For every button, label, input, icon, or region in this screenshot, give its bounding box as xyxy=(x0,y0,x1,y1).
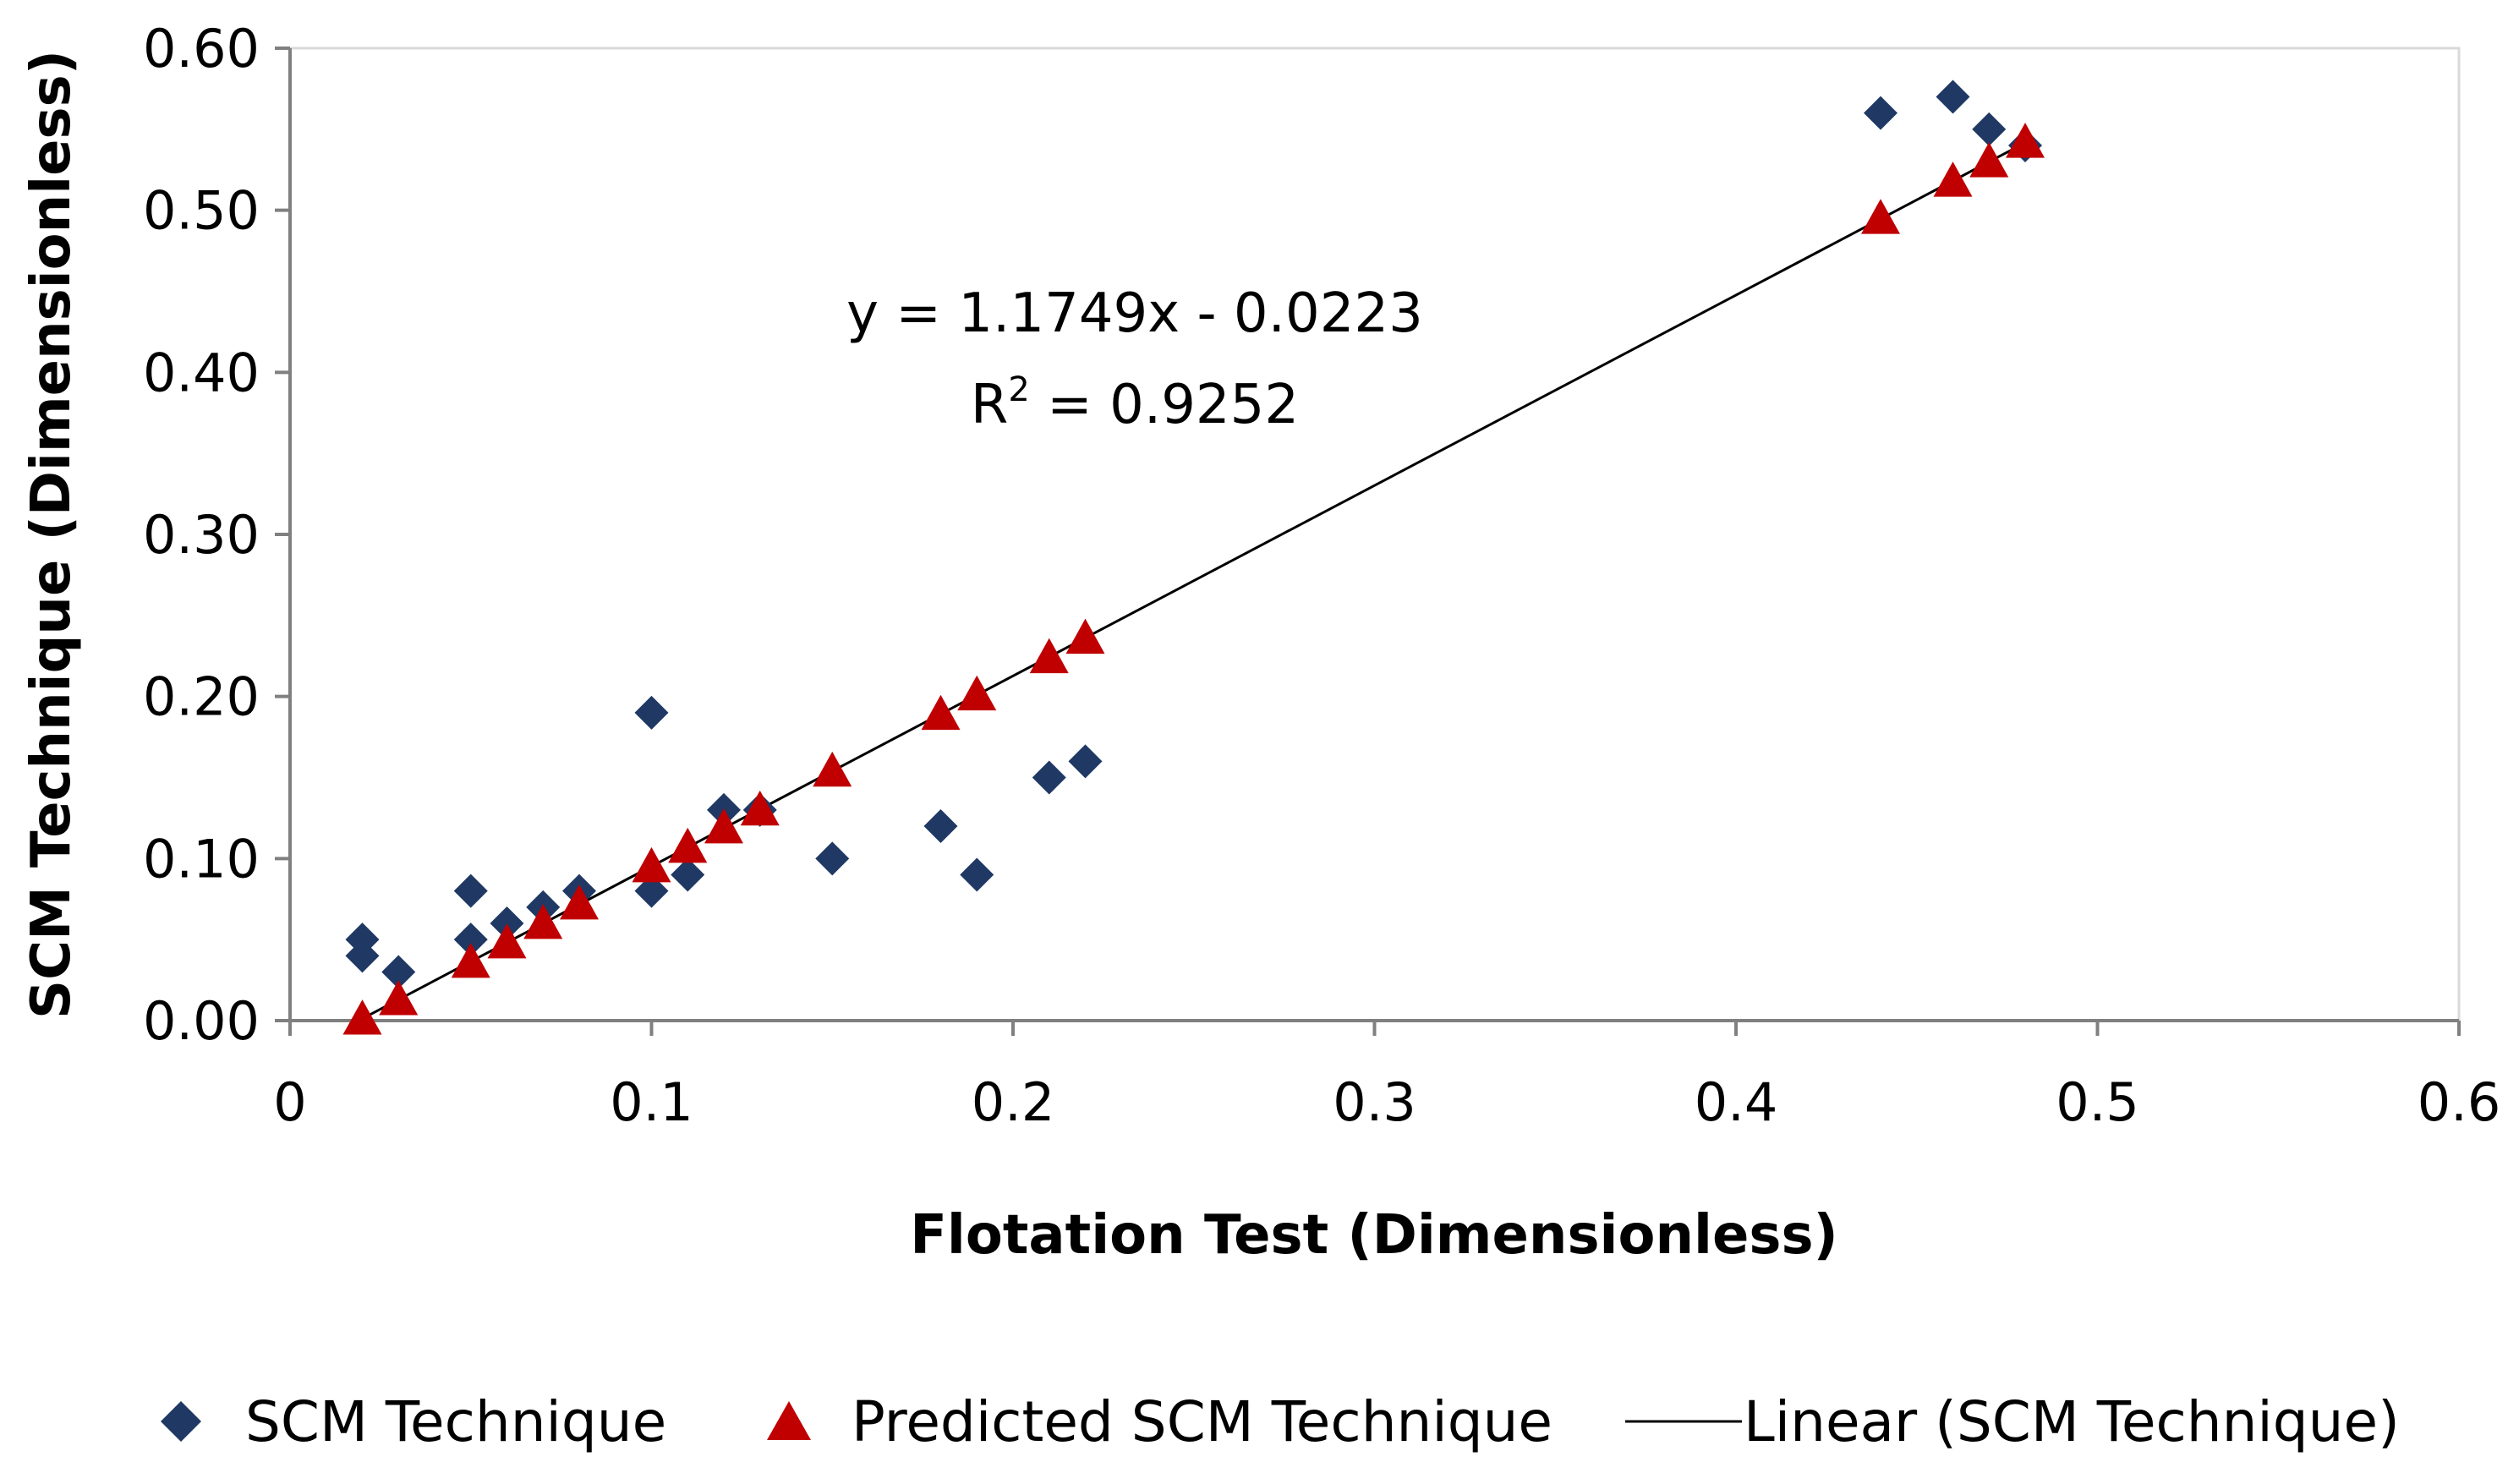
y-tick-label: 0.10 xyxy=(143,828,260,890)
y-axis-ticks: 0.00 0.10 0.20 0.30 0.40 0.50 0.60 xyxy=(143,18,290,1052)
y-tick-label: 0.20 xyxy=(143,666,260,728)
predicted-point xyxy=(2006,123,2045,158)
scm-point xyxy=(453,873,488,908)
x-axis-title: Flotation Test (Dimensionless) xyxy=(910,1204,1838,1267)
scm-point xyxy=(345,939,380,973)
x-axis-ticks: 0 0.1 0.2 0.3 0.4 0.5 0.6 xyxy=(273,1021,2500,1133)
scm-point xyxy=(1936,79,1970,114)
predicted-point xyxy=(813,751,852,787)
x-tick-label: 0.3 xyxy=(1333,1071,1416,1133)
x-tick-label: 0.4 xyxy=(1695,1071,1778,1133)
scm-point xyxy=(1972,112,2007,146)
legend-diamond-icon xyxy=(161,1401,201,1442)
predicted-point xyxy=(1861,199,1900,234)
scm-point xyxy=(960,857,994,892)
predicted-point xyxy=(957,675,997,711)
predicted-point xyxy=(668,827,708,863)
scm-point xyxy=(671,857,705,892)
scm-point xyxy=(634,695,669,730)
trendline-layer xyxy=(361,141,2026,1021)
scm-point xyxy=(381,955,416,989)
legend-triangle-icon xyxy=(767,1401,811,1440)
scm-point xyxy=(453,923,488,957)
predicted-point xyxy=(1029,638,1069,674)
y-tick-label: 0.00 xyxy=(143,990,260,1052)
predicted-point xyxy=(1969,142,2009,178)
legend: SCM Technique Predicted SCM Technique Li… xyxy=(161,1389,2400,1454)
predicted-point xyxy=(740,790,780,826)
r-squared-superscript: 2 xyxy=(1008,370,1029,409)
predicted-point xyxy=(523,904,563,939)
x-tick-label: 0.1 xyxy=(610,1071,693,1133)
x-tick-label: 0.2 xyxy=(972,1071,1055,1133)
y-tick-label: 0.30 xyxy=(143,504,260,566)
y-axis-title: SCM Technique (Dimensionless) xyxy=(20,50,83,1019)
scm-point xyxy=(923,809,958,843)
r-squared-prefix: R xyxy=(971,374,1008,436)
plot-area-border xyxy=(288,47,2461,1022)
trendline-equation: y = 1.1749x - 0.0223 xyxy=(846,282,1423,345)
predicted-point xyxy=(632,846,671,883)
axes-frame xyxy=(288,47,2461,1022)
scm-point xyxy=(1068,744,1103,779)
x-tick-label: 0 xyxy=(273,1071,306,1133)
legend-label-predicted: Predicted SCM Technique xyxy=(852,1389,1552,1454)
legend-label-linear: Linear (SCM Technique) xyxy=(1744,1389,2400,1454)
predicted-point xyxy=(451,943,490,978)
scm-point xyxy=(1032,760,1066,795)
predicted-point xyxy=(704,808,743,844)
predicted-point xyxy=(921,694,961,731)
legend-label-scm: SCM Technique xyxy=(245,1389,666,1454)
predicted-point xyxy=(487,923,527,959)
r-squared-label: R2 = 0.9252 xyxy=(971,370,1299,436)
x-tick-label: 0.6 xyxy=(2418,1071,2501,1133)
scm-point xyxy=(634,873,669,908)
predicted-point xyxy=(560,884,599,920)
points-layer xyxy=(342,79,2045,1035)
y-tick-label: 0.40 xyxy=(143,342,260,403)
x-tick-label: 0.5 xyxy=(2056,1071,2139,1133)
scm-point xyxy=(1864,96,1897,130)
linear-trendline xyxy=(361,141,2026,1021)
y-tick-label: 0.60 xyxy=(143,18,260,79)
predicted-point xyxy=(1933,162,1973,197)
scm-point xyxy=(815,841,850,876)
predicted-point xyxy=(1065,618,1105,654)
y-tick-label: 0.50 xyxy=(143,180,260,242)
predicted-point xyxy=(379,980,419,1016)
r-squared-value: = 0.9252 xyxy=(1030,374,1299,436)
predicted-point xyxy=(342,999,382,1035)
